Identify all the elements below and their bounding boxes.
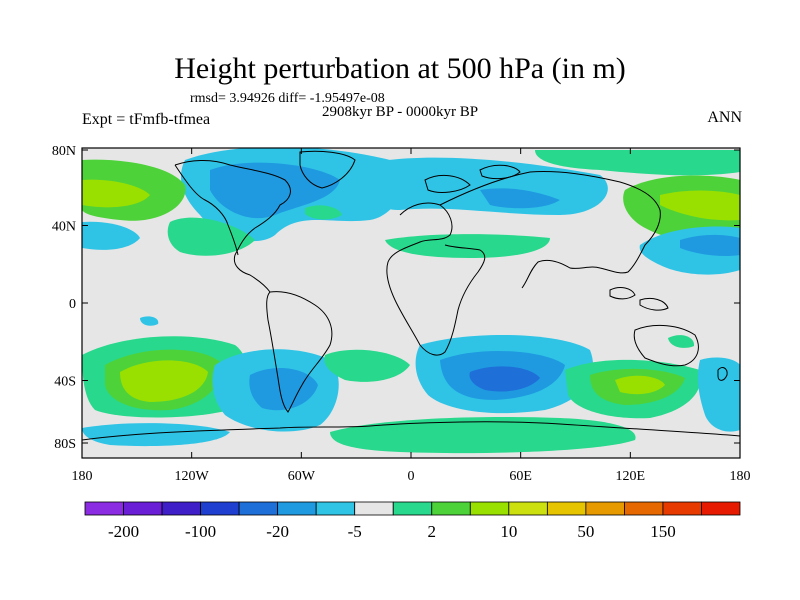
- contour-region: [535, 150, 740, 176]
- contour-region: [82, 221, 140, 250]
- contour-region: [249, 367, 318, 411]
- lat-tick-label: 0: [69, 297, 76, 312]
- colorbar-swatch: [123, 501, 163, 516]
- contour-region: [680, 234, 740, 257]
- lon-tick-label: 180: [730, 469, 751, 484]
- colorbar-label: 150: [650, 522, 676, 541]
- colorbar-swatch: [662, 501, 702, 516]
- season-label: ANN: [707, 109, 742, 126]
- colorbar-swatch: [161, 501, 201, 516]
- lat-tick-label: 40N: [52, 220, 76, 235]
- longitude-axis: 180 120W 60W 0 60E 120E 180: [72, 148, 751, 484]
- lat-tick-label: 80N: [52, 144, 76, 159]
- period-label: 2908kyr BP - 0000kyr BP: [321, 104, 479, 120]
- stats-text: rmsd= 3.94926 diff= -1.95497e-08: [190, 91, 385, 106]
- contour-region: [82, 179, 150, 208]
- lon-tick-label: 60W: [288, 469, 316, 484]
- colorbar-swatch: [624, 501, 664, 516]
- colorbar-swatch: [469, 501, 510, 516]
- lat-tick-label: 80S: [54, 437, 76, 452]
- colorbar-label: -5: [348, 522, 362, 541]
- contour-region: [167, 217, 255, 256]
- experiment-label: Expt = tFmfb-tfmea: [82, 111, 211, 128]
- contour-region: [210, 162, 340, 219]
- lon-tick-label: 120W: [175, 469, 210, 484]
- colorbar: -200 -100 -20 -5 2 10 50 150: [84, 501, 741, 541]
- latitude-axis: 80N 40N 0 40S 80S: [52, 144, 740, 452]
- lat-tick-label: 40S: [54, 375, 76, 390]
- lon-tick-label: 60E: [509, 469, 532, 484]
- colorbar-swatch: [354, 501, 394, 516]
- contour-region: [615, 375, 665, 395]
- colorbar-swatch: [392, 501, 433, 516]
- colorbar-label: 50: [577, 522, 594, 541]
- colorbar-swatch: [701, 501, 741, 516]
- contour-region: [330, 416, 636, 454]
- contour-region: [140, 316, 159, 326]
- contour-region: [469, 366, 540, 392]
- colorbar-label: 2: [428, 522, 437, 541]
- lon-tick-label: 0: [408, 469, 415, 484]
- contour-field: [82, 148, 740, 458]
- colorbar-swatch: [585, 501, 625, 516]
- colorbar-swatch: [84, 501, 124, 516]
- contour-region: [305, 205, 342, 220]
- colorbar-label: -100: [185, 522, 216, 541]
- colorbar-swatch: [546, 501, 587, 516]
- map-title: Height perturbation at 500 hPa (in m): [174, 52, 626, 85]
- contour-region: [324, 349, 410, 382]
- colorbar-label: -20: [266, 522, 289, 541]
- colorbar-swatch: [508, 501, 548, 516]
- coastlines: [82, 150, 740, 441]
- contour-region: [120, 360, 208, 402]
- lon-tick-label: 180: [72, 469, 93, 484]
- colorbar-swatch: [200, 501, 240, 516]
- colorbar-label: -200: [108, 522, 139, 541]
- colorbar-swatch: [315, 501, 356, 516]
- colorbar-swatch: [277, 501, 317, 516]
- lon-tick-label: 120E: [616, 469, 646, 484]
- colorbar-label: 10: [500, 522, 517, 541]
- colorbar-swatch: [431, 501, 471, 516]
- contour-region: [82, 423, 230, 447]
- contour-region: [660, 190, 740, 221]
- contour-region: [668, 335, 695, 348]
- colorbar-swatch: [238, 501, 279, 516]
- contour-region: [480, 188, 560, 209]
- contour-region: [697, 357, 740, 432]
